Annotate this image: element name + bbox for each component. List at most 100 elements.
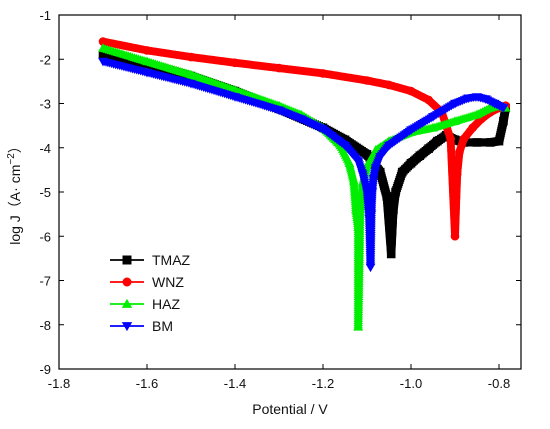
series-bm-point <box>366 210 377 220</box>
legend-haz-label: HAZ <box>152 296 180 312</box>
series-bm <box>98 57 509 273</box>
x-tick-label: -1.0 <box>400 376 422 391</box>
series-bm-line <box>102 60 504 268</box>
series-wnz-point <box>384 80 394 90</box>
series-tmaz-point <box>386 249 396 259</box>
series-tmaz-point <box>375 167 385 177</box>
x-tick-label: -1.4 <box>224 376 246 391</box>
series-haz-point <box>353 322 364 331</box>
series-wnz-point <box>446 134 455 144</box>
series-bm-point <box>368 175 379 184</box>
series-bm-point <box>340 141 350 151</box>
series-tmaz-point <box>415 151 425 161</box>
series-tmaz-point <box>406 158 416 168</box>
series-tmaz-point <box>389 205 398 214</box>
series-haz-point <box>353 222 364 232</box>
series-haz-point <box>344 158 355 167</box>
series-bm-point <box>353 157 364 166</box>
series-tmaz-point <box>450 135 460 145</box>
series-wnz-point <box>424 95 433 105</box>
series-haz-point <box>485 102 496 112</box>
x-axis-title: Potential / V <box>252 401 328 417</box>
series-bm-point <box>428 113 438 122</box>
series-wnz-point <box>230 58 240 68</box>
series-wnz-point <box>468 123 477 133</box>
series-haz-point <box>472 109 482 119</box>
series-bm-point <box>463 94 474 104</box>
y-tick-label: -5 <box>39 185 51 200</box>
series-haz-point <box>370 145 381 154</box>
y-tick-label: -6 <box>39 229 51 244</box>
series-tmaz-point <box>472 138 482 147</box>
y-tick-label: -8 <box>39 318 51 333</box>
series-bm-point <box>142 68 152 78</box>
series-bm-point <box>472 93 482 102</box>
series-wnz-point <box>274 63 284 73</box>
series-tmaz-point <box>424 144 433 153</box>
series-tmaz-point <box>391 187 400 197</box>
y-axis-title-main: log J（A· cm <box>7 165 23 245</box>
series-haz <box>98 43 511 331</box>
x-tick-label: -1.2 <box>312 376 334 391</box>
series-bm-point <box>480 95 491 105</box>
series-wnz-point <box>459 134 469 144</box>
series-haz-point <box>186 69 196 79</box>
series-bm-point <box>375 152 386 162</box>
series-bm-point <box>186 79 196 89</box>
legend-wnz-label: WNZ <box>152 274 184 290</box>
series-wnz-point <box>450 231 460 241</box>
y-axis-title-close: ） <box>7 139 23 153</box>
legend: TMAZ WNZ HAZ BM <box>110 252 191 334</box>
series-haz-point <box>362 160 372 170</box>
series-tmaz-point <box>397 167 407 177</box>
y-tick-label: -1 <box>39 8 51 23</box>
series-haz-point <box>351 204 361 214</box>
series-wnz-point <box>455 147 464 157</box>
y-axis-title: log J（A· cm−2） <box>6 139 23 245</box>
series-tmaz-point <box>382 192 392 201</box>
series-haz-point <box>450 116 460 125</box>
x-tick-label: -0.8 <box>488 376 510 391</box>
series-bm-point <box>450 99 460 109</box>
legend-tmaz-label: TMAZ <box>152 252 191 268</box>
series-tmaz-point <box>494 136 504 146</box>
series-wnz-point <box>452 170 462 179</box>
series-bm-point <box>98 57 108 67</box>
series-bm-point <box>318 125 328 135</box>
series-bm-point <box>406 126 416 135</box>
series-haz-point <box>348 175 359 185</box>
legend-tmaz-marker <box>122 255 132 265</box>
legend-haz-marker <box>121 298 133 308</box>
series-tmaz-point <box>362 150 372 159</box>
series-haz-point <box>98 43 108 52</box>
series-tmaz-point <box>485 138 495 147</box>
series-wnz-point <box>362 76 372 85</box>
series-tmaz-point <box>98 50 108 60</box>
x-tick-label: -1.6 <box>136 376 158 391</box>
y-tick-label: -9 <box>39 362 51 377</box>
series-bm-point <box>230 93 240 102</box>
legend-bm-marker <box>121 322 133 332</box>
series-haz-point <box>355 200 366 209</box>
y-tick-label: -3 <box>39 97 51 112</box>
y-tick-label: -2 <box>39 52 51 67</box>
series-bm-point <box>498 104 509 113</box>
series-bm-point <box>489 99 500 109</box>
series-bm-point <box>384 141 394 151</box>
axis-ticks: -1.8 -1.6 -1.4 -1.2 -1.0 -0.8 -1 -2 -3 -4 -5 -6 -7 -8… <box>39 8 521 391</box>
series-wnz-point <box>98 37 108 46</box>
series-wnz-point <box>318 69 328 78</box>
series-wnz-point <box>142 46 152 55</box>
series-bm-point <box>274 106 284 116</box>
series-bm-point <box>357 170 368 180</box>
series-tmaz-line <box>102 54 507 255</box>
series-haz-point <box>428 122 438 132</box>
legend-wnz-marker <box>122 277 132 287</box>
series-haz-point <box>142 56 152 66</box>
series-tmaz-point <box>433 136 442 146</box>
series-layer <box>98 37 511 331</box>
series-wnz-point <box>186 52 196 62</box>
y-tick-label: -4 <box>39 141 51 156</box>
series-bm-point <box>370 164 381 173</box>
